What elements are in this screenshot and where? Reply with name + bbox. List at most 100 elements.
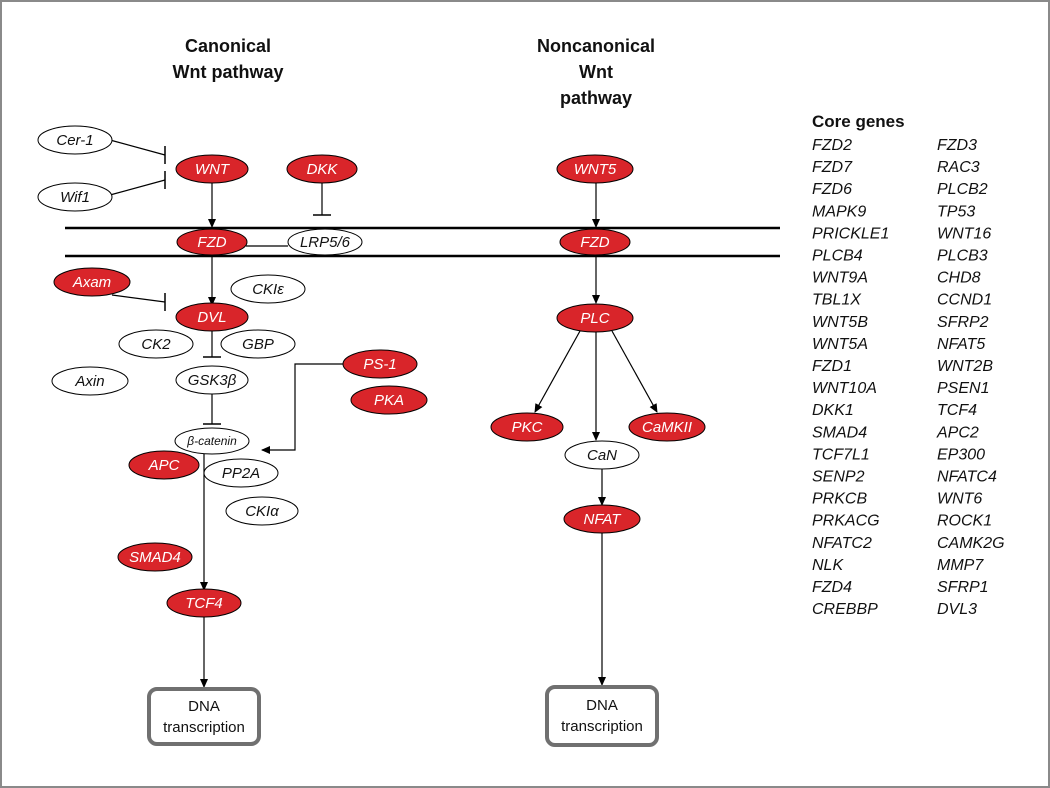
node-ps1-label: PS-1: [363, 356, 396, 373]
node-can: CaN: [564, 440, 640, 470]
gene-item: FZD6: [812, 181, 852, 198]
node-pka: PKA: [350, 385, 428, 415]
gene-item: NLK: [812, 557, 844, 574]
gene-item: CCND1: [937, 292, 992, 309]
noncanonical-title-line3: pathway: [560, 88, 632, 108]
node-plc: PLC: [556, 303, 634, 333]
gene-item: TBL1X: [812, 292, 862, 309]
gene-item: TCF4: [937, 402, 977, 419]
node-apc-label: APC: [148, 457, 180, 474]
noncanonical-output-line1: DNA: [586, 697, 618, 714]
node-pka-label: PKA: [374, 392, 404, 409]
gene-item: MMP7: [937, 557, 984, 574]
gene-item: WNT5A: [812, 336, 868, 353]
node-wnt: WNT: [175, 154, 249, 184]
gene-item: DKK1: [812, 402, 854, 419]
gene-item: CREBBP: [812, 601, 878, 618]
node-ck2-label: CK2: [141, 336, 171, 353]
node-apc: APC: [128, 450, 200, 480]
node-cki-alpha: CKIα: [225, 496, 299, 526]
canonical-title-line1: Canonical: [185, 36, 271, 56]
noncanonical-title-line2: Wnt: [579, 62, 613, 82]
gene-item: WNT9A: [812, 270, 868, 287]
gene-item: CAMK2G: [937, 535, 1005, 552]
gene-item: MAPK9: [812, 203, 866, 220]
node-wnt-label: WNT: [195, 161, 231, 178]
gene-item: WNT6: [937, 491, 982, 508]
inhibition-dvl-gsk3b: [203, 330, 221, 358]
gene-item: EP300: [937, 446, 985, 463]
gene-item: DVL3: [937, 601, 977, 618]
node-wif1-label: Wif1: [60, 189, 90, 206]
node-smad4: SMAD4: [117, 542, 193, 572]
node-dkk: DKK: [286, 154, 358, 184]
inhibition-gsk3b-bcatenin: [203, 393, 221, 425]
node-fzd-canonical-label: FZD: [197, 234, 226, 251]
gene-item: PLCB2: [937, 181, 988, 198]
canonical-title-line2: Wnt pathway: [173, 62, 284, 82]
node-cer1-label: Cer-1: [56, 132, 93, 149]
gene-item: SMAD4: [812, 424, 867, 441]
node-cki-epsilon: CKIε: [230, 274, 306, 304]
inhibition-axam-dvl: [111, 293, 166, 311]
node-fzd-canonical: FZD: [176, 228, 248, 256]
inhibition-wif1-wnt: [109, 171, 166, 196]
gene-item: PSEN1: [937, 380, 989, 397]
gene-item: WNT5B: [812, 314, 868, 331]
node-bcatenin-label: β-catenin: [186, 434, 237, 448]
node-nfat-label: NFAT: [584, 511, 623, 528]
gene-item: TCF7L1: [812, 446, 870, 463]
gene-item: SFRP2: [937, 314, 989, 331]
gene-item: PRKACG: [812, 513, 880, 530]
node-nfat: NFAT: [563, 504, 641, 534]
node-smad4-label: SMAD4: [129, 549, 181, 566]
node-axin-label: Axin: [74, 373, 104, 390]
gene-item: PLCB3: [937, 248, 988, 265]
node-fzd-noncanonical-label: FZD: [580, 234, 609, 251]
node-dkk-label: DKK: [307, 161, 339, 178]
gene-item: WNT10A: [812, 380, 877, 397]
gene-item: SENP2: [812, 469, 865, 486]
inhibition-cer1-wnt: [109, 139, 166, 164]
dna-transcription-box-canonical: DNA transcription: [147, 687, 261, 746]
core-genes-column-2: FZD3 RAC3 PLCB2 TP53 WNT16 PLCB3 CHD8 CCND1 SFRP…: [936, 137, 1005, 618]
arrow-plc-pkc: [534, 330, 581, 413]
gene-item: SFRP1: [937, 579, 989, 596]
gene-item: WNT2B: [937, 358, 993, 375]
gene-item: FZD1: [812, 358, 852, 375]
node-dvl-label: DVL: [197, 309, 226, 326]
node-lrp-label: LRP5/6: [300, 234, 351, 251]
gene-item: FZD2: [812, 137, 852, 154]
node-can-label: CaN: [587, 447, 617, 464]
node-bcatenin: β-catenin: [174, 427, 250, 455]
gene-item: NFATC4: [937, 469, 997, 486]
canonical-output-line1: DNA: [188, 698, 220, 715]
noncanonical-title-line1: Noncanonical: [537, 36, 655, 56]
node-cki-epsilon-label: CKIε: [252, 281, 284, 298]
arrow-plc-camkii: [611, 330, 658, 413]
inhibition-dkk-lrp: [313, 183, 331, 216]
node-pkc-label: PKC: [512, 419, 543, 436]
node-axam-label: Axam: [72, 274, 111, 291]
node-gbp-label: GBP: [242, 336, 274, 353]
gene-item: PLCB4: [812, 248, 863, 265]
node-cki-alpha-label: CKIα: [245, 503, 279, 520]
node-gbp: GBP: [220, 329, 296, 359]
gene-item: APC2: [936, 424, 979, 441]
gene-item: FZD7: [812, 159, 853, 176]
node-pp2a-label: PP2A: [222, 465, 260, 482]
node-dvl: DVL: [175, 302, 249, 332]
node-axam: Axam: [53, 267, 131, 297]
node-axin: Axin: [51, 366, 129, 396]
node-gsk3b: GSK3β: [175, 365, 249, 395]
node-wnt5: WNT5: [556, 154, 634, 184]
gene-item: FZD3: [937, 137, 977, 154]
gene-item: ROCK1: [937, 513, 992, 530]
core-genes-title: Core genes: [812, 112, 905, 131]
gene-item: NFAT5: [937, 336, 985, 353]
gene-item: WNT16: [937, 225, 991, 242]
gene-item: CHD8: [937, 270, 981, 287]
node-wnt5-label: WNT5: [574, 161, 617, 178]
gene-item: PRKCB: [812, 491, 867, 508]
